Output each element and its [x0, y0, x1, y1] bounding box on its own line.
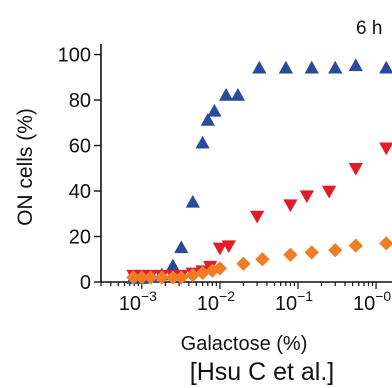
data-point-triangle-down	[221, 240, 236, 254]
x-tick-label: 10−2	[197, 288, 235, 315]
x-tick-label: 10−1	[275, 288, 313, 315]
y-axis-label: ON cells (%)	[14, 108, 37, 226]
data-point-triangle-up	[230, 87, 246, 101]
data-point-triangle-down	[379, 142, 392, 156]
y-tick-label: 60	[69, 136, 91, 158]
x-tick-label: 10−0	[353, 288, 391, 315]
y-tick-label: 0	[80, 272, 91, 294]
data-point-diamond	[126, 270, 141, 285]
data-point-triangle-up	[200, 113, 215, 126]
x-axis-label: Galactose (%)	[181, 333, 308, 355]
data-point-triangle-up	[348, 58, 363, 72]
data-point-diamond	[154, 270, 169, 285]
y-tick-label: 80	[69, 90, 91, 112]
data-point-diamond	[174, 270, 189, 285]
data-point-diamond	[143, 270, 158, 285]
data-point-triangle-down	[250, 210, 265, 224]
data-point-triangle-up	[328, 60, 343, 74]
y-tick-label: 100	[58, 45, 91, 67]
data-point-triangle-down	[283, 199, 298, 213]
data-point-diamond	[379, 236, 392, 251]
credit-text: [Hsu C et al.]	[190, 358, 335, 386]
data-point-triangle-down	[321, 185, 337, 199]
data-point-triangle-up	[195, 135, 210, 149]
data-point-diamond	[348, 238, 363, 253]
data-point-diamond	[134, 270, 149, 285]
data-marks	[126, 58, 392, 285]
data-point-triangle-down	[212, 242, 228, 256]
data-point-diamond	[185, 268, 200, 283]
data-point-diamond	[304, 245, 319, 260]
y-tick-label: 20	[69, 227, 91, 249]
data-point-triangle-down	[348, 163, 363, 176]
data-point-diamond	[165, 270, 181, 285]
data-point-triangle-up	[185, 194, 200, 208]
y-tick-label: 40	[69, 181, 91, 203]
data-point-triangle-up	[207, 103, 222, 117]
data-point-diamond	[212, 261, 228, 276]
data-point-triangle-up	[304, 60, 319, 74]
data-point-diamond	[195, 265, 210, 281]
x-tick-label: 10−3	[119, 288, 157, 315]
data-point-triangle-up	[218, 87, 234, 101]
data-point-triangle-up	[252, 60, 267, 74]
panel-label: 6 h	[356, 18, 382, 39]
data-point-diamond	[236, 256, 251, 271]
data-point-diamond	[283, 247, 298, 262]
data-point-diamond	[328, 243, 343, 258]
data-point-triangle-up	[379, 60, 392, 74]
axes: 0 20 40 60 80 100 10−3 10−2 10−1 10−0	[58, 44, 392, 315]
data-point-diamond	[255, 252, 270, 267]
data-point-triangle-up	[278, 60, 294, 74]
data-point-triangle-up	[174, 240, 189, 254]
data-point-triangle-down	[299, 190, 315, 204]
data-point-triangle-up	[165, 258, 181, 272]
